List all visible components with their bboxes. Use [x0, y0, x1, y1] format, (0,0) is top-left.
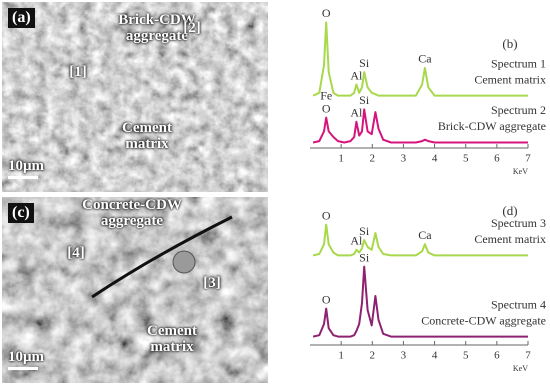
sem-image: (c) Concrete-CDW aggregate [4] [3] Cement m… [2, 197, 268, 383]
x-tick-label: 4 [432, 153, 438, 165]
x-tick-label: 1 [338, 350, 344, 362]
x-axis-label: KeV [513, 364, 528, 373]
peak-label: O [322, 208, 331, 222]
x-axis-label: KeV [513, 167, 528, 176]
x-tick-label: 4 [432, 350, 438, 362]
peak-label: Si [359, 93, 370, 107]
scale-bar [8, 176, 38, 179]
image-label: [2] [183, 20, 201, 36]
peak-label: Al [350, 68, 363, 82]
x-tick-label: 5 [463, 350, 469, 362]
x-tick-label: 1 [338, 153, 344, 165]
image-label: Cement matrix [122, 120, 172, 152]
spectra-charts: 1 2 3 4 5 6 7 KeV (b) Spectrum 1 Cement matrix Spec… [310, 6, 546, 373]
series-name: Spectrum 2 [491, 103, 546, 117]
panel-label: (b) [502, 36, 517, 51]
peak-label: Si [359, 56, 370, 70]
peak-label: Si [359, 250, 370, 264]
x-tick-label: 6 [494, 350, 500, 362]
x-tick-label: 3 [401, 350, 407, 362]
series-label: Brick-CDW aggregate [438, 119, 546, 133]
series-name: Spectrum 3 [491, 216, 546, 230]
peak-label: Al [350, 234, 363, 248]
panel-label: (c) [8, 203, 34, 223]
series-name: Spectrum 1 [491, 56, 546, 70]
x-tick-label: 5 [463, 153, 469, 165]
sem-texture [2, 2, 268, 192]
image-label: [1] [69, 64, 87, 80]
spectrum-line [312, 21, 528, 97]
spectrum-line [312, 223, 528, 257]
peak-label: O [322, 292, 331, 306]
peak-label: O [322, 101, 331, 115]
peak-label: Si [359, 224, 370, 238]
x-tick-label: 6 [494, 153, 500, 165]
x-tick-label: 7 [525, 153, 531, 165]
panel-label: (d) [502, 203, 517, 218]
image-label: [4] [67, 245, 85, 261]
sem-image: (a) Brick-CDW aggregate [2] [1] Cement matr… [2, 2, 268, 192]
image-label: Cement matrix [147, 323, 197, 355]
x-tick-label: 7 [525, 350, 531, 362]
peak-label: Ca [418, 228, 432, 242]
image-label: Concrete-CDW aggregate [82, 197, 182, 229]
image-label: 10μm [8, 158, 44, 174]
scale-bar [8, 367, 38, 370]
series-label: Concrete-CDW aggregate [421, 313, 546, 327]
x-tick-label: 2 [370, 153, 376, 165]
x-tick-label: 2 [370, 350, 376, 362]
panel-label: (a) [8, 8, 35, 28]
peak-label: O [322, 6, 331, 20]
spectrum-line [312, 108, 528, 144]
peak-label: Al [350, 106, 363, 120]
series-label: Cement matrix [474, 232, 546, 246]
series-label: Cement matrix [474, 72, 546, 86]
series-name: Spectrum 4 [491, 297, 546, 311]
peak-label: Ca [418, 52, 432, 66]
peak-label: Fe [320, 88, 332, 102]
sem-texture [2, 197, 268, 383]
x-tick-label: 3 [401, 153, 407, 165]
image-label: 10μm [8, 349, 44, 365]
image-label: Brick-CDW aggregate [118, 12, 196, 44]
image-label: [3] [203, 275, 221, 291]
spectrum-line [312, 265, 528, 338]
